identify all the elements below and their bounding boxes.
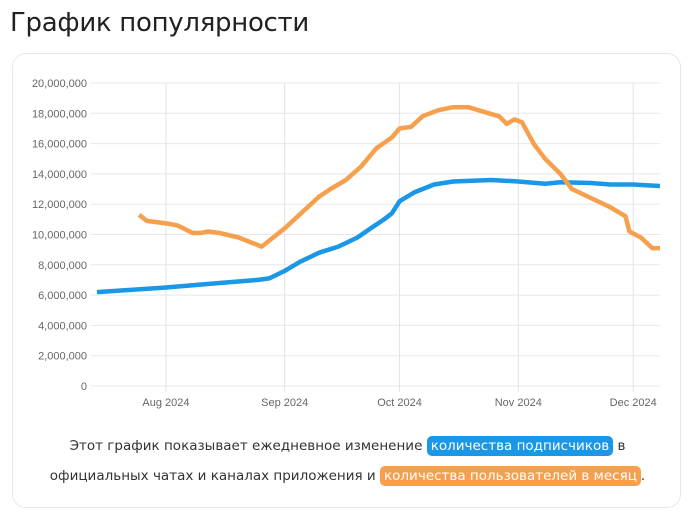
x-tick-label: Sep 2024	[261, 397, 308, 409]
caption-text: Этот график показывает ежедневное измене…	[69, 438, 423, 454]
subscribers-line	[96, 177, 661, 295]
x-tick-label: Oct 2024	[377, 397, 422, 409]
y-tick-label: 10,000,000	[32, 230, 87, 242]
page-title: График популярности	[10, 8, 309, 38]
y-tick-label: 2,000,000	[38, 351, 87, 363]
subscribers-highlight: количества подписчиков	[426, 436, 614, 456]
caption-text: официальных чатах и каналах приложения и	[49, 468, 376, 484]
y-tick-label: 12,000,000	[32, 199, 87, 211]
y-tick-label: 14,000,000	[32, 169, 87, 181]
y-tick-label: 18,000,000	[32, 108, 87, 120]
x-tick-label: Dec 2024	[610, 397, 657, 409]
y-tick-label: 16,000,000	[32, 139, 87, 151]
y-tick-label: 4,000,000	[38, 320, 87, 332]
x-tick-label: Nov 2024	[495, 397, 542, 409]
x-tick-label: Aug 2024	[142, 397, 189, 409]
chart-card	[12, 53, 681, 508]
caption-line-1: Этот график показывает ежедневное измене…	[40, 431, 655, 461]
caption-text: в	[617, 438, 626, 454]
y-tick-label: 8,000,000	[38, 260, 87, 272]
caption-line-2: официальных чатах и каналах приложения и…	[40, 461, 655, 491]
y-tick-label: 20,000,000	[32, 78, 87, 90]
monthly-users-line	[137, 104, 660, 251]
caption-text: .	[640, 468, 646, 484]
y-tick-label: 6,000,000	[38, 290, 87, 302]
y-tick-label: 0	[81, 381, 87, 393]
monthly-users-highlight: количества пользователей в месяц	[380, 466, 641, 486]
